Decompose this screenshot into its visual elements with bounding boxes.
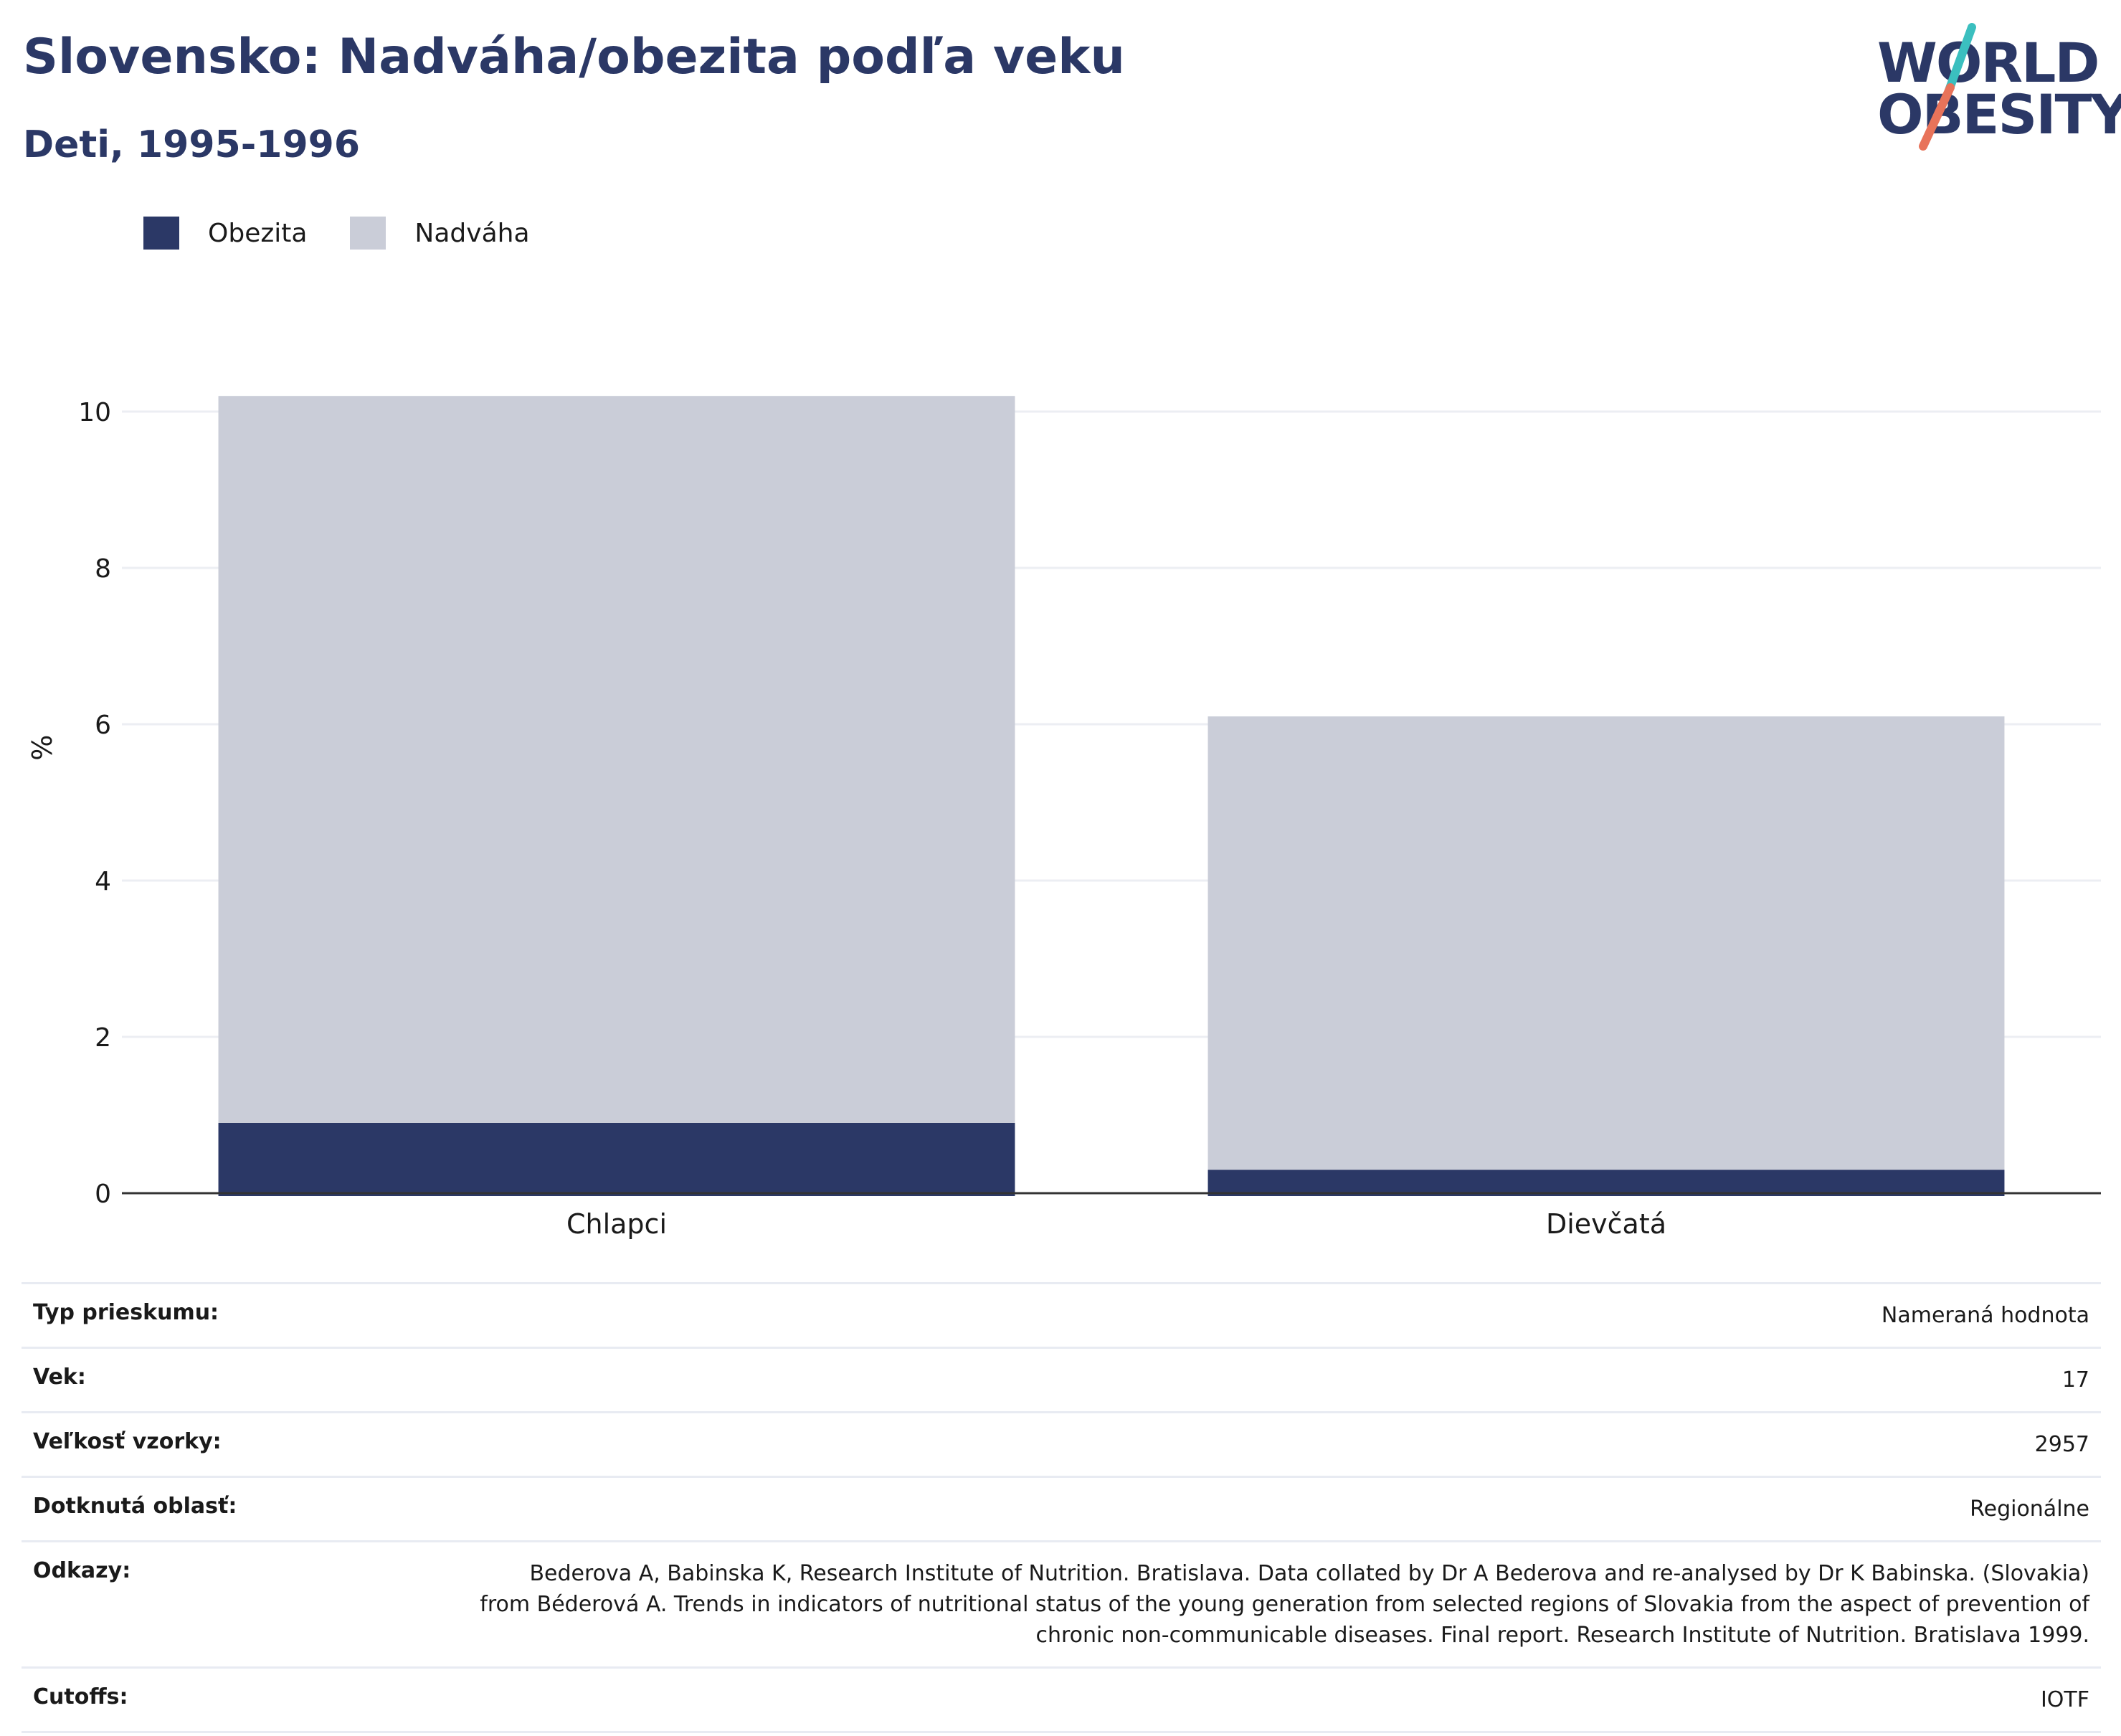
chart-title: Slovensko: Nadváha/obezita podľa veku [23,29,1125,85]
y-tick-label-6: 6 [95,711,111,740]
metadata-key: Typ prieskumu: [33,1300,219,1325]
x-tick-label-dievcata: Dievčatá [1546,1208,1666,1240]
logo-slash-icon [1919,23,1976,151]
legend-item-obezita[interactable]: Obezita [143,217,307,250]
y-tick-label-2: 2 [95,1023,111,1053]
world-obesity-logo: WORLD OBESITY [1864,22,2121,151]
bar-nadváha-dievcata [1207,716,2005,1170]
metadata-row: Typ prieskumu: Nameraná hodnota [22,1282,2101,1347]
metadata-row: Dotknutá oblasť: Regionálne [22,1476,2101,1540]
bar-obezita-dievcata [1207,1170,2005,1196]
chart-subtitle: Deti, 1995-1996 [23,123,361,166]
metadata-key: Dotknutá oblasť: [33,1494,237,1519]
y-tick-label-4: 4 [95,867,111,896]
logo-line-world: WORLD [1877,31,2099,95]
legend-label-nadvaha: Nadváha [414,218,530,248]
legend-label-obezita: Obezita [208,218,308,248]
metadata-row: Cutoffs: IOTF [22,1666,2101,1733]
metadata-value: Regionálne [1970,1497,2089,1522]
chart-legend: Obezita Nadváha [143,215,573,251]
metadata-value: 17 [2061,1367,2089,1393]
bar-obezita-chlapci [218,1122,1015,1196]
metadata-value: Bederova A, Babinska K, Research Institu… [480,1561,2089,1648]
y-axis-label: % [27,735,58,761]
y-tick-label-8: 8 [95,554,111,584]
x-tick-label-chlapci: Chlapci [566,1208,667,1240]
metadata-key: Cutoffs: [33,1684,128,1709]
metadata-value: IOTF [2040,1687,2089,1712]
legend-swatch-nadvaha [350,217,386,250]
metadata-key: Odkazy: [33,1558,131,1583]
y-tick-label-0: 0 [95,1180,111,1209]
metadata-row: Veľkosť vzorky: 2957 [22,1411,2101,1476]
legend-swatch-obezita [143,217,179,250]
y-tick-label-10: 10 [78,398,111,427]
metadata-value: Nameraná hodnota [1881,1303,2089,1328]
metadata-key: Veľkosť vzorky: [33,1429,222,1454]
stacked-bar-chart: 0 2 4 6 8 10% Chlapci Dievčatá [27,396,2101,1240]
metadata-value: 2957 [2034,1432,2089,1457]
logo-line-obesity: OBESITY [1877,82,2121,146]
legend-item-nadvaha[interactable]: Nadváha [350,217,530,250]
metadata-key: Vek: [33,1365,86,1390]
metadata-row: Vek: 17 [22,1347,2101,1411]
metadata-row: Odkazy: Bederova A, Babinska K, Research … [22,1540,2101,1666]
survey-metadata-table: Typ prieskumu: Nameraná hodnota Vek: 17 Veľk… [22,1282,2101,1733]
bar-nadváha-chlapci [218,396,1015,1123]
